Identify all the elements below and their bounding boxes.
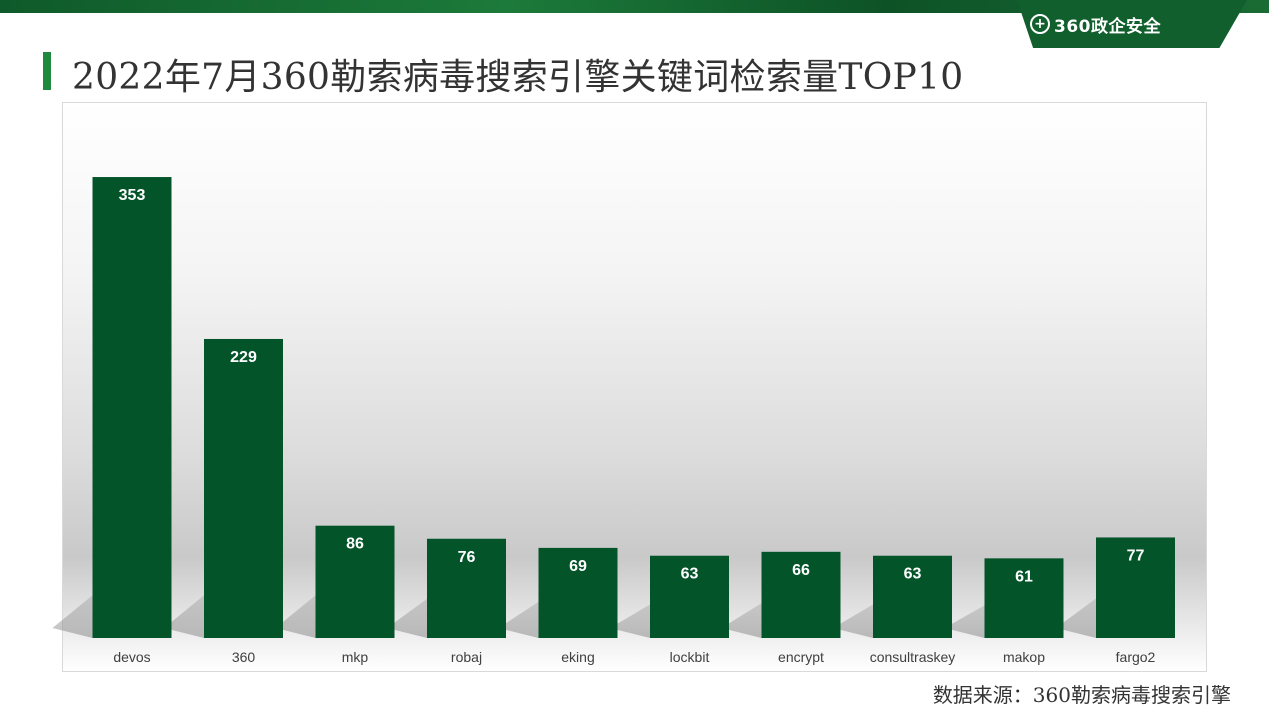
- data-label-devos: 353: [119, 187, 146, 204]
- x-tick-label: devos: [113, 649, 150, 665]
- bar-robaj: [427, 538, 506, 638]
- page-title: 2022年7月360勒索病毒搜索引擎关键词检索量TOP10: [72, 57, 964, 98]
- x-tick-label: encrypt: [778, 649, 824, 665]
- logo-plus-icon: +: [1030, 14, 1050, 34]
- bar-mkp: [315, 525, 395, 638]
- logo-tab: [1017, 0, 1247, 48]
- data-label-fargo2: 77: [1127, 547, 1145, 564]
- bar-eking: [538, 547, 618, 638]
- data-label-makop: 61: [1015, 568, 1033, 585]
- x-tick-label: consultraskey: [870, 649, 956, 665]
- brand-logo: + 360政企安全: [1030, 12, 1161, 37]
- x-tick-label: robaj: [451, 649, 482, 665]
- x-tick-label: lockbit: [670, 649, 710, 665]
- data-label-encrypt: 66: [792, 562, 810, 579]
- bar-360: [204, 338, 283, 638]
- data-label-lockbit: 63: [681, 566, 699, 583]
- x-tick-label: fargo2: [1116, 649, 1156, 665]
- title-accent-bar: [43, 52, 51, 90]
- bar-consultraskey: [873, 555, 952, 638]
- bar-devos: [92, 177, 172, 638]
- bar-makop: [984, 558, 1064, 638]
- data-label-eking: 69: [569, 558, 587, 575]
- bar-fargo2: [1096, 537, 1175, 638]
- logo-text: 360政企安全: [1054, 16, 1161, 37]
- data-label-robaj: 76: [458, 549, 476, 566]
- x-tick-label: makop: [1003, 649, 1045, 665]
- top-band: [0, 0, 1269, 13]
- data-source-note: 数据来源：360勒索病毒搜索引擎: [932, 683, 1231, 707]
- data-label-mkp: 86: [346, 536, 364, 553]
- data-label-360: 229: [230, 349, 257, 366]
- data-label-consultraskey: 63: [904, 566, 922, 583]
- bar-encrypt: [761, 551, 841, 638]
- x-tick-label: eking: [561, 649, 594, 665]
- x-tick-label: mkp: [342, 649, 369, 665]
- x-tick-label: 360: [232, 649, 256, 665]
- bar-lockbit: [650, 555, 729, 638]
